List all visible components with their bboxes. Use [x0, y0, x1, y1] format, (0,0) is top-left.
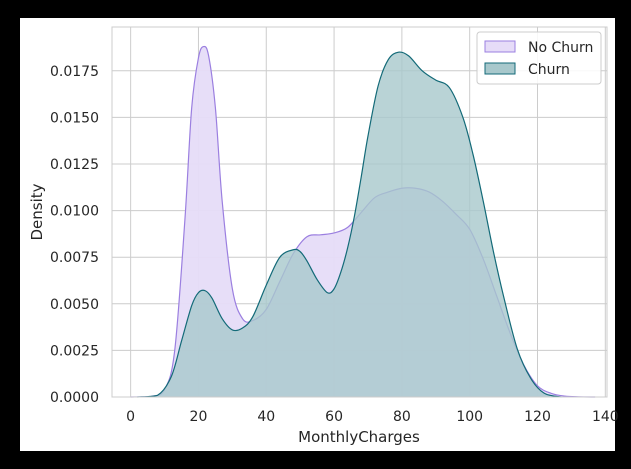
y-tick-label: 0.0025: [50, 343, 99, 359]
x-tick-label: 40: [257, 409, 275, 425]
legend-label-no-churn: No Churn: [528, 40, 593, 56]
x-tick-label: 140: [592, 409, 619, 425]
x-tick-label: 100: [456, 409, 483, 425]
y-tick-label: 0.0075: [50, 250, 99, 266]
legend-swatch-no-churn: [484, 40, 516, 53]
y-tick-label: 0.0000: [50, 390, 99, 406]
legend-swatch-churn: [484, 62, 516, 75]
y-tick-labels: 0.0000 0.0025 0.0050 0.0075 0.0100 0.0125 0.01…: [50, 64, 99, 406]
density-line-churn: [137, 51, 562, 398]
y-tick-label: 0.0125: [50, 157, 99, 173]
x-axis-label: MonthlyCharges: [298, 428, 420, 446]
y-axis-label: Density: [28, 183, 46, 240]
legend-label-churn: Churn: [528, 62, 570, 78]
density-areas: [130, 45, 596, 398]
axes-frame: [111, 26, 608, 398]
x-tick-label: 80: [393, 409, 411, 425]
density-area-churn: [137, 52, 562, 397]
y-tick-label: 0.0050: [50, 297, 99, 313]
x-tick-label: 60: [325, 409, 343, 425]
x-tick-label: 0: [126, 409, 135, 425]
y-tick-label: 0.0150: [50, 110, 99, 126]
y-tick-label: 0.0100: [50, 204, 99, 220]
x-tick-label: 120: [524, 409, 551, 425]
x-tick-label: 20: [190, 409, 208, 425]
y-tick-label: 0.0175: [50, 64, 99, 80]
legend: No Churn Churn: [476, 31, 602, 85]
x-tick-labels: 0 20 40 60 80 100 120 140: [126, 409, 618, 425]
